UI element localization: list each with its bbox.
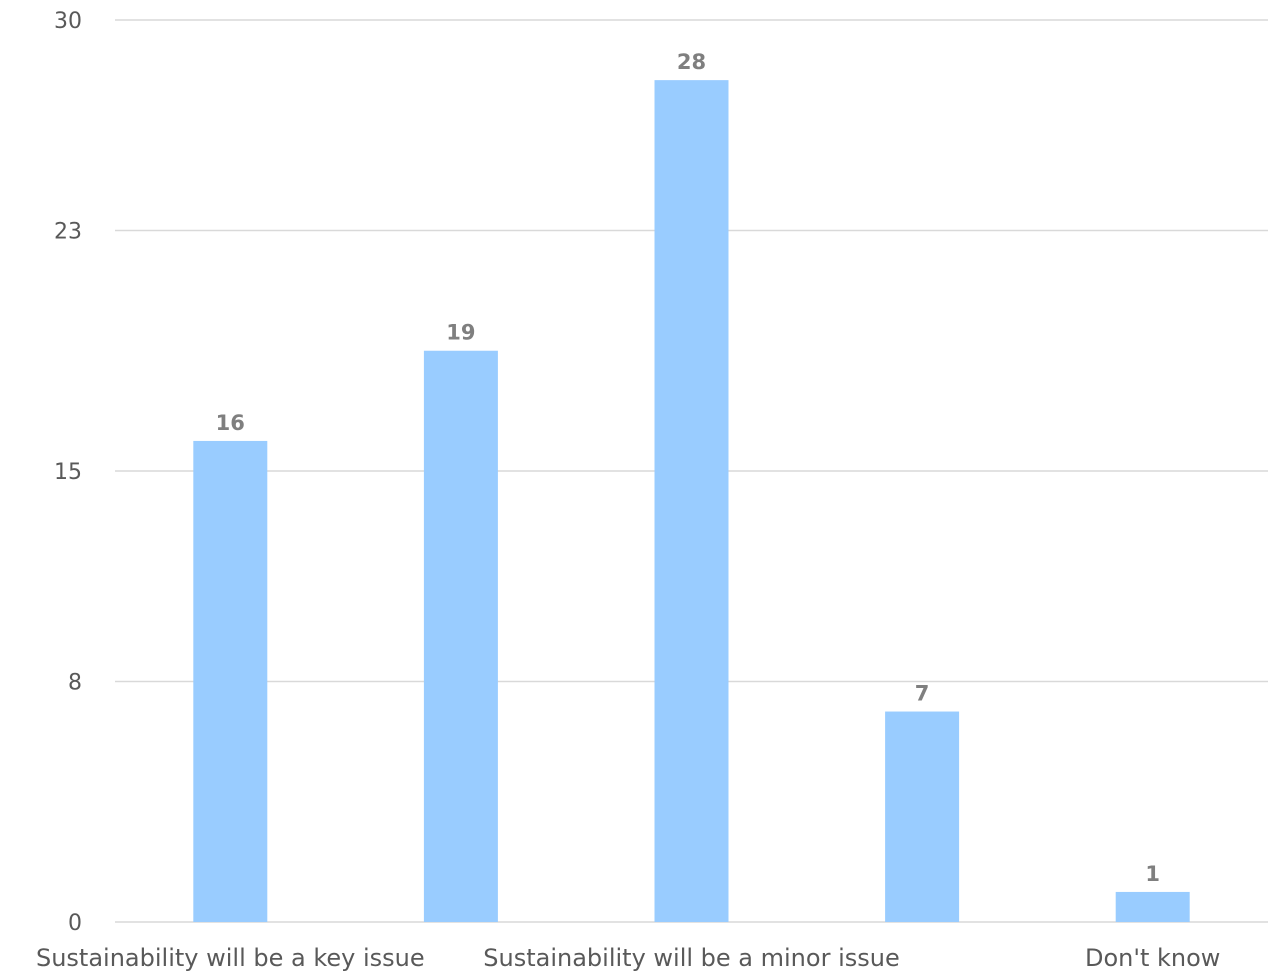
- x-category-label: Sustainability will be a key issue: [36, 944, 425, 972]
- data-label: 7: [915, 682, 930, 706]
- data-label: 16: [216, 411, 245, 435]
- bars: [193, 80, 1190, 923]
- bar: [1115, 891, 1190, 922]
- bar: [423, 350, 498, 922]
- x-category-label: Sustainability will be a minor issue: [483, 944, 899, 972]
- bar: [885, 711, 960, 922]
- bar: [654, 80, 729, 923]
- y-tick-label: 23: [54, 219, 82, 244]
- data-label: 28: [677, 50, 706, 74]
- data-labels: 16 19 28 7 1: [216, 50, 1160, 886]
- data-label: 1: [1145, 862, 1160, 886]
- y-tick-label: 8: [68, 670, 82, 695]
- y-axis-tick-labels: 0 8 15 23 30: [54, 9, 82, 936]
- y-tick-label: 0: [68, 911, 82, 936]
- x-category-label: Don't know: [1085, 944, 1220, 972]
- y-tick-label: 30: [54, 9, 82, 34]
- data-label: 19: [446, 321, 475, 345]
- y-tick-label: 15: [54, 460, 82, 485]
- bar: [193, 440, 268, 922]
- x-axis-category-labels: Sustainability will be a key issue Sustai…: [36, 944, 1220, 972]
